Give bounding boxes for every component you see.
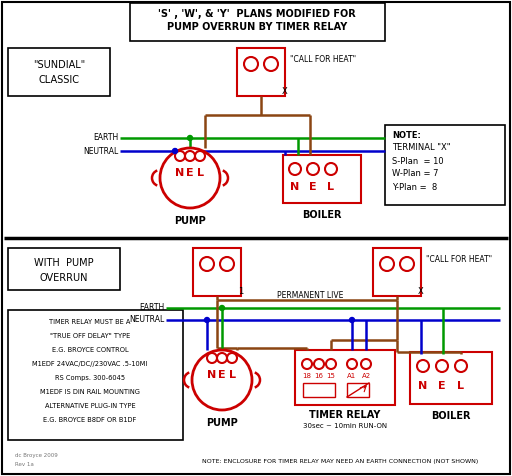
- Text: L: L: [197, 168, 203, 178]
- Circle shape: [400, 257, 414, 271]
- Bar: [373, 248, 421, 296]
- Text: NOTE:: NOTE:: [392, 130, 421, 139]
- Text: ALTERNATIVE PLUG-IN TYPE: ALTERNATIVE PLUG-IN TYPE: [45, 403, 135, 409]
- Text: N: N: [418, 381, 428, 391]
- Text: NOTE: ENCLOSURE FOR TIMER RELAY MAY NEED AN EARTH CONNECTION (NOT SHOWN): NOTE: ENCLOSURE FOR TIMER RELAY MAY NEED…: [202, 459, 478, 465]
- Circle shape: [220, 257, 234, 271]
- Circle shape: [173, 149, 178, 153]
- Text: E: E: [218, 370, 226, 380]
- Circle shape: [217, 353, 227, 363]
- Text: TIMER RELAY MUST BE A: TIMER RELAY MUST BE A: [49, 319, 131, 325]
- Text: CLASSIC: CLASSIC: [38, 75, 79, 85]
- Circle shape: [325, 163, 337, 175]
- Text: X: X: [282, 87, 288, 96]
- Circle shape: [175, 151, 185, 161]
- Circle shape: [227, 353, 237, 363]
- Circle shape: [192, 350, 252, 410]
- Bar: [295, 350, 395, 405]
- Text: A1: A1: [347, 373, 357, 379]
- Text: L: L: [458, 381, 464, 391]
- Text: M1EDF 24VAC/DC//230VAC .5-10MI: M1EDF 24VAC/DC//230VAC .5-10MI: [32, 361, 147, 367]
- Circle shape: [455, 360, 467, 372]
- Text: dc Broyce 2009: dc Broyce 2009: [15, 453, 58, 457]
- Text: E.G. BROYCE B8DF OR B1DF: E.G. BROYCE B8DF OR B1DF: [44, 417, 137, 423]
- Text: TIMER RELAY: TIMER RELAY: [309, 410, 381, 420]
- Bar: [8, 48, 110, 96]
- Text: W-Plan = 7: W-Plan = 7: [392, 169, 438, 178]
- Text: E: E: [186, 168, 194, 178]
- Text: 'S' , 'W', & 'Y'  PLANS MODIFIED FOR: 'S' , 'W', & 'Y' PLANS MODIFIED FOR: [158, 9, 356, 19]
- Text: X: X: [418, 287, 424, 296]
- Text: N: N: [290, 182, 300, 192]
- Circle shape: [326, 359, 336, 369]
- Circle shape: [307, 163, 319, 175]
- Circle shape: [200, 257, 214, 271]
- Circle shape: [350, 317, 354, 323]
- Text: PERMANENT LIVE: PERMANENT LIVE: [277, 290, 343, 299]
- Text: RS Comps. 300-6045: RS Comps. 300-6045: [55, 375, 125, 381]
- Circle shape: [204, 317, 209, 323]
- Text: NEUTRAL: NEUTRAL: [83, 147, 118, 156]
- Circle shape: [436, 360, 448, 372]
- Circle shape: [347, 359, 357, 369]
- Circle shape: [417, 360, 429, 372]
- Circle shape: [361, 359, 371, 369]
- Bar: [130, 3, 385, 41]
- Text: NEUTRAL: NEUTRAL: [129, 316, 164, 325]
- Text: E.G. BROYCE CONTROL: E.G. BROYCE CONTROL: [52, 347, 129, 353]
- Bar: [237, 48, 285, 96]
- Text: L: L: [228, 370, 236, 380]
- Text: 15: 15: [327, 373, 335, 379]
- Bar: [193, 248, 241, 296]
- Bar: [347, 383, 369, 397]
- Text: EARTH: EARTH: [93, 133, 118, 142]
- Text: 30sec ~ 10min RUN-ON: 30sec ~ 10min RUN-ON: [303, 423, 387, 429]
- Bar: [303, 383, 335, 397]
- Bar: [385, 125, 505, 205]
- Text: PUMP OVERRUN BY TIMER RELAY: PUMP OVERRUN BY TIMER RELAY: [167, 22, 347, 32]
- Circle shape: [160, 148, 220, 208]
- Circle shape: [314, 359, 324, 369]
- Text: 18: 18: [303, 373, 311, 379]
- Text: "TRUE OFF DELAY" TYPE: "TRUE OFF DELAY" TYPE: [50, 333, 130, 339]
- Circle shape: [187, 136, 193, 140]
- Text: "CALL FOR HEAT": "CALL FOR HEAT": [290, 56, 356, 65]
- Text: N: N: [176, 168, 185, 178]
- Circle shape: [207, 353, 217, 363]
- Text: S-Plan  = 10: S-Plan = 10: [392, 157, 443, 166]
- Circle shape: [185, 151, 195, 161]
- Text: E: E: [438, 381, 446, 391]
- Text: 1: 1: [238, 287, 243, 296]
- Circle shape: [220, 306, 224, 310]
- Text: TERMINAL "X": TERMINAL "X": [392, 143, 451, 152]
- Circle shape: [302, 359, 312, 369]
- Text: WITH  PUMP: WITH PUMP: [34, 258, 94, 268]
- Text: E: E: [309, 182, 317, 192]
- Text: M1EDF IS DIN RAIL MOUNTING: M1EDF IS DIN RAIL MOUNTING: [40, 389, 140, 395]
- Text: BOILER: BOILER: [431, 411, 471, 421]
- Bar: [8, 310, 183, 440]
- Bar: [283, 155, 361, 203]
- Bar: [8, 248, 120, 290]
- Text: PUMP: PUMP: [174, 216, 206, 226]
- Circle shape: [244, 57, 258, 71]
- Text: N: N: [207, 370, 217, 380]
- Text: "SUNDIAL": "SUNDIAL": [33, 60, 85, 70]
- Text: 16: 16: [314, 373, 324, 379]
- Text: "CALL FOR HEAT": "CALL FOR HEAT": [426, 256, 492, 265]
- Text: A2: A2: [361, 373, 371, 379]
- Text: EARTH: EARTH: [139, 304, 164, 313]
- Bar: [410, 352, 492, 404]
- Text: L: L: [328, 182, 334, 192]
- Text: Y-Plan =  8: Y-Plan = 8: [392, 182, 437, 191]
- Circle shape: [264, 57, 278, 71]
- Text: Rev 1a: Rev 1a: [15, 463, 34, 467]
- Text: OVERRUN: OVERRUN: [40, 273, 88, 283]
- Text: BOILER: BOILER: [302, 210, 342, 220]
- Text: PUMP: PUMP: [206, 418, 238, 428]
- Circle shape: [289, 163, 301, 175]
- Circle shape: [380, 257, 394, 271]
- Circle shape: [195, 151, 205, 161]
